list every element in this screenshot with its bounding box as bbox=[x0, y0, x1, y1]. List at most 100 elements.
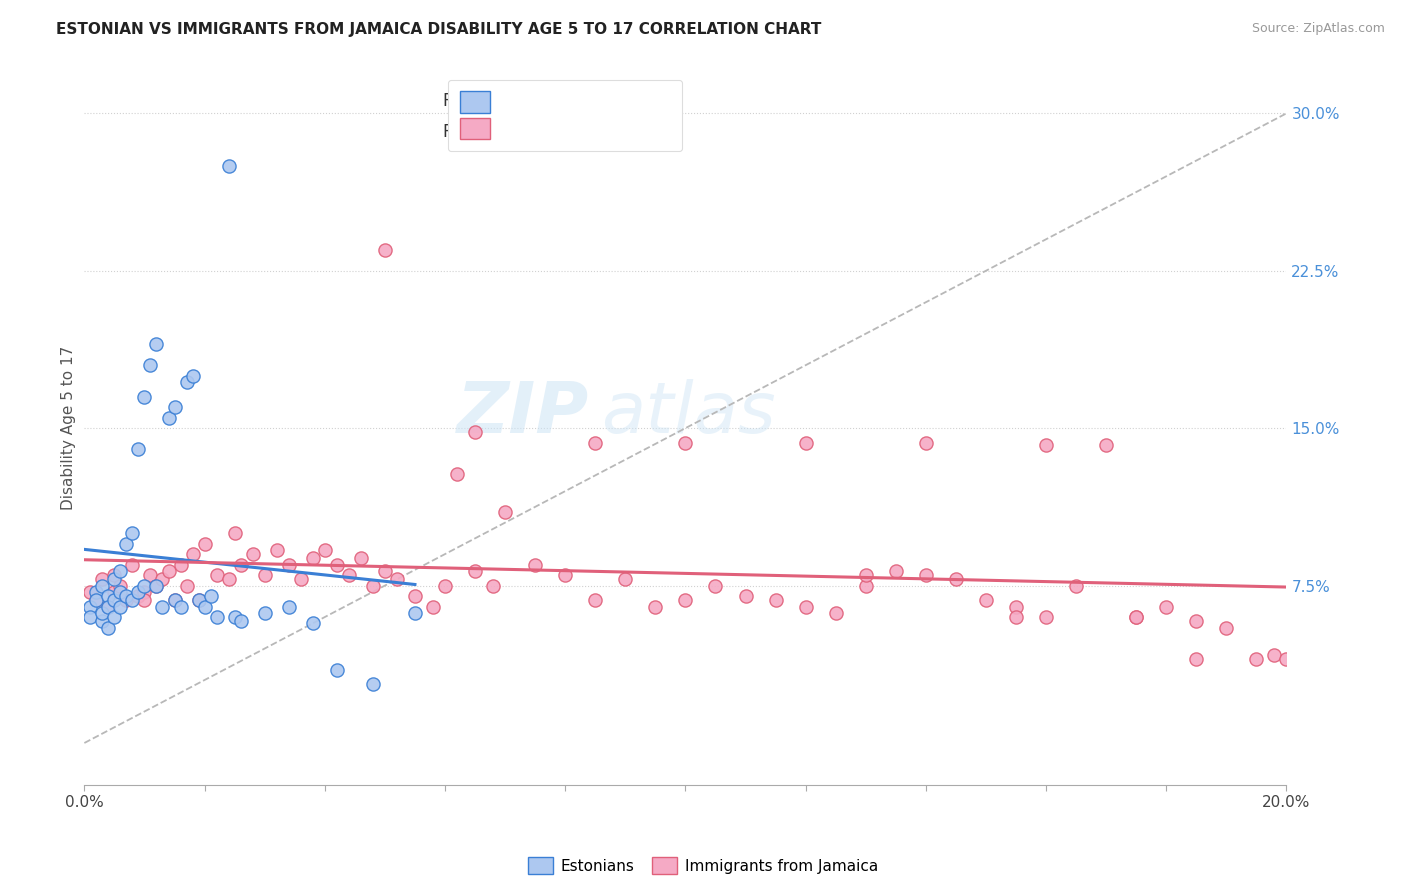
Point bbox=[675, 435, 697, 450]
Text: N =: N = bbox=[538, 123, 575, 141]
Point bbox=[1215, 621, 1237, 635]
Point bbox=[765, 593, 787, 607]
Point bbox=[824, 606, 846, 620]
Point bbox=[169, 599, 191, 614]
Point bbox=[266, 542, 288, 557]
Point bbox=[145, 578, 167, 592]
Point bbox=[79, 585, 101, 599]
Point bbox=[1125, 610, 1147, 624]
Point bbox=[97, 621, 120, 635]
Point bbox=[1064, 578, 1087, 592]
Point bbox=[855, 568, 877, 582]
Point bbox=[253, 606, 276, 620]
Point bbox=[1035, 610, 1057, 624]
Point bbox=[110, 578, 132, 592]
Point bbox=[218, 159, 240, 173]
Point bbox=[1156, 599, 1178, 614]
Point bbox=[91, 572, 114, 586]
Point bbox=[205, 568, 228, 582]
Point bbox=[127, 585, 149, 599]
Point bbox=[385, 572, 408, 586]
Point bbox=[374, 564, 396, 578]
Point bbox=[301, 551, 323, 566]
Point bbox=[524, 558, 547, 572]
Point bbox=[97, 599, 120, 614]
Point bbox=[86, 593, 108, 607]
Point bbox=[194, 599, 217, 614]
Point bbox=[884, 564, 907, 578]
Point bbox=[229, 614, 252, 628]
Point bbox=[91, 614, 114, 628]
Point bbox=[350, 551, 373, 566]
Point bbox=[110, 585, 132, 599]
Point bbox=[326, 558, 349, 572]
Point bbox=[1005, 610, 1028, 624]
Point bbox=[855, 578, 877, 592]
Point bbox=[1125, 610, 1147, 624]
Point bbox=[1095, 438, 1118, 452]
Point bbox=[110, 564, 132, 578]
Text: 47: 47 bbox=[571, 93, 595, 111]
Point bbox=[361, 578, 384, 592]
Point bbox=[97, 599, 120, 614]
Point bbox=[91, 578, 114, 592]
Point bbox=[494, 505, 516, 519]
Point bbox=[224, 526, 246, 541]
Point bbox=[139, 358, 162, 372]
Point bbox=[1185, 652, 1208, 666]
Point bbox=[314, 542, 336, 557]
Point bbox=[121, 558, 143, 572]
Point bbox=[482, 578, 505, 592]
Point bbox=[1185, 614, 1208, 628]
Point bbox=[176, 578, 198, 592]
Point bbox=[181, 368, 204, 383]
Point bbox=[301, 616, 323, 631]
Point bbox=[181, 547, 204, 561]
Point bbox=[187, 593, 209, 607]
Point bbox=[127, 589, 149, 603]
Point bbox=[242, 547, 264, 561]
Point bbox=[205, 610, 228, 624]
Point bbox=[361, 677, 384, 691]
Point bbox=[194, 536, 217, 550]
Point bbox=[157, 410, 180, 425]
Point bbox=[152, 599, 174, 614]
Point bbox=[644, 599, 666, 614]
Point bbox=[139, 568, 162, 582]
Point bbox=[404, 606, 426, 620]
Point bbox=[152, 572, 174, 586]
Point bbox=[115, 589, 138, 603]
Point bbox=[79, 599, 101, 614]
Point bbox=[86, 585, 108, 599]
Point bbox=[404, 589, 426, 603]
Point bbox=[434, 578, 457, 592]
Point bbox=[115, 593, 138, 607]
Point bbox=[337, 568, 360, 582]
Point bbox=[157, 564, 180, 578]
Point bbox=[1246, 652, 1268, 666]
Point bbox=[915, 435, 938, 450]
Point bbox=[103, 572, 125, 586]
Point bbox=[794, 599, 817, 614]
Point bbox=[121, 593, 143, 607]
Point bbox=[915, 568, 938, 582]
Point bbox=[1275, 652, 1298, 666]
Point bbox=[103, 593, 125, 607]
Text: ZIP: ZIP bbox=[457, 379, 589, 449]
Point bbox=[145, 337, 167, 351]
Point bbox=[187, 593, 209, 607]
Point bbox=[734, 589, 756, 603]
Point bbox=[583, 435, 606, 450]
Point bbox=[446, 467, 468, 482]
Legend: Estonians, Immigrants from Jamaica: Estonians, Immigrants from Jamaica bbox=[522, 851, 884, 880]
Text: 0.141: 0.141 bbox=[475, 123, 527, 141]
Point bbox=[134, 593, 156, 607]
Text: atlas: atlas bbox=[602, 379, 776, 449]
Point bbox=[134, 585, 156, 599]
Point bbox=[422, 599, 444, 614]
Point bbox=[218, 572, 240, 586]
Y-axis label: Disability Age 5 to 17: Disability Age 5 to 17 bbox=[60, 346, 76, 510]
Point bbox=[176, 375, 198, 389]
Point bbox=[554, 568, 576, 582]
Text: 0.371: 0.371 bbox=[475, 93, 527, 111]
